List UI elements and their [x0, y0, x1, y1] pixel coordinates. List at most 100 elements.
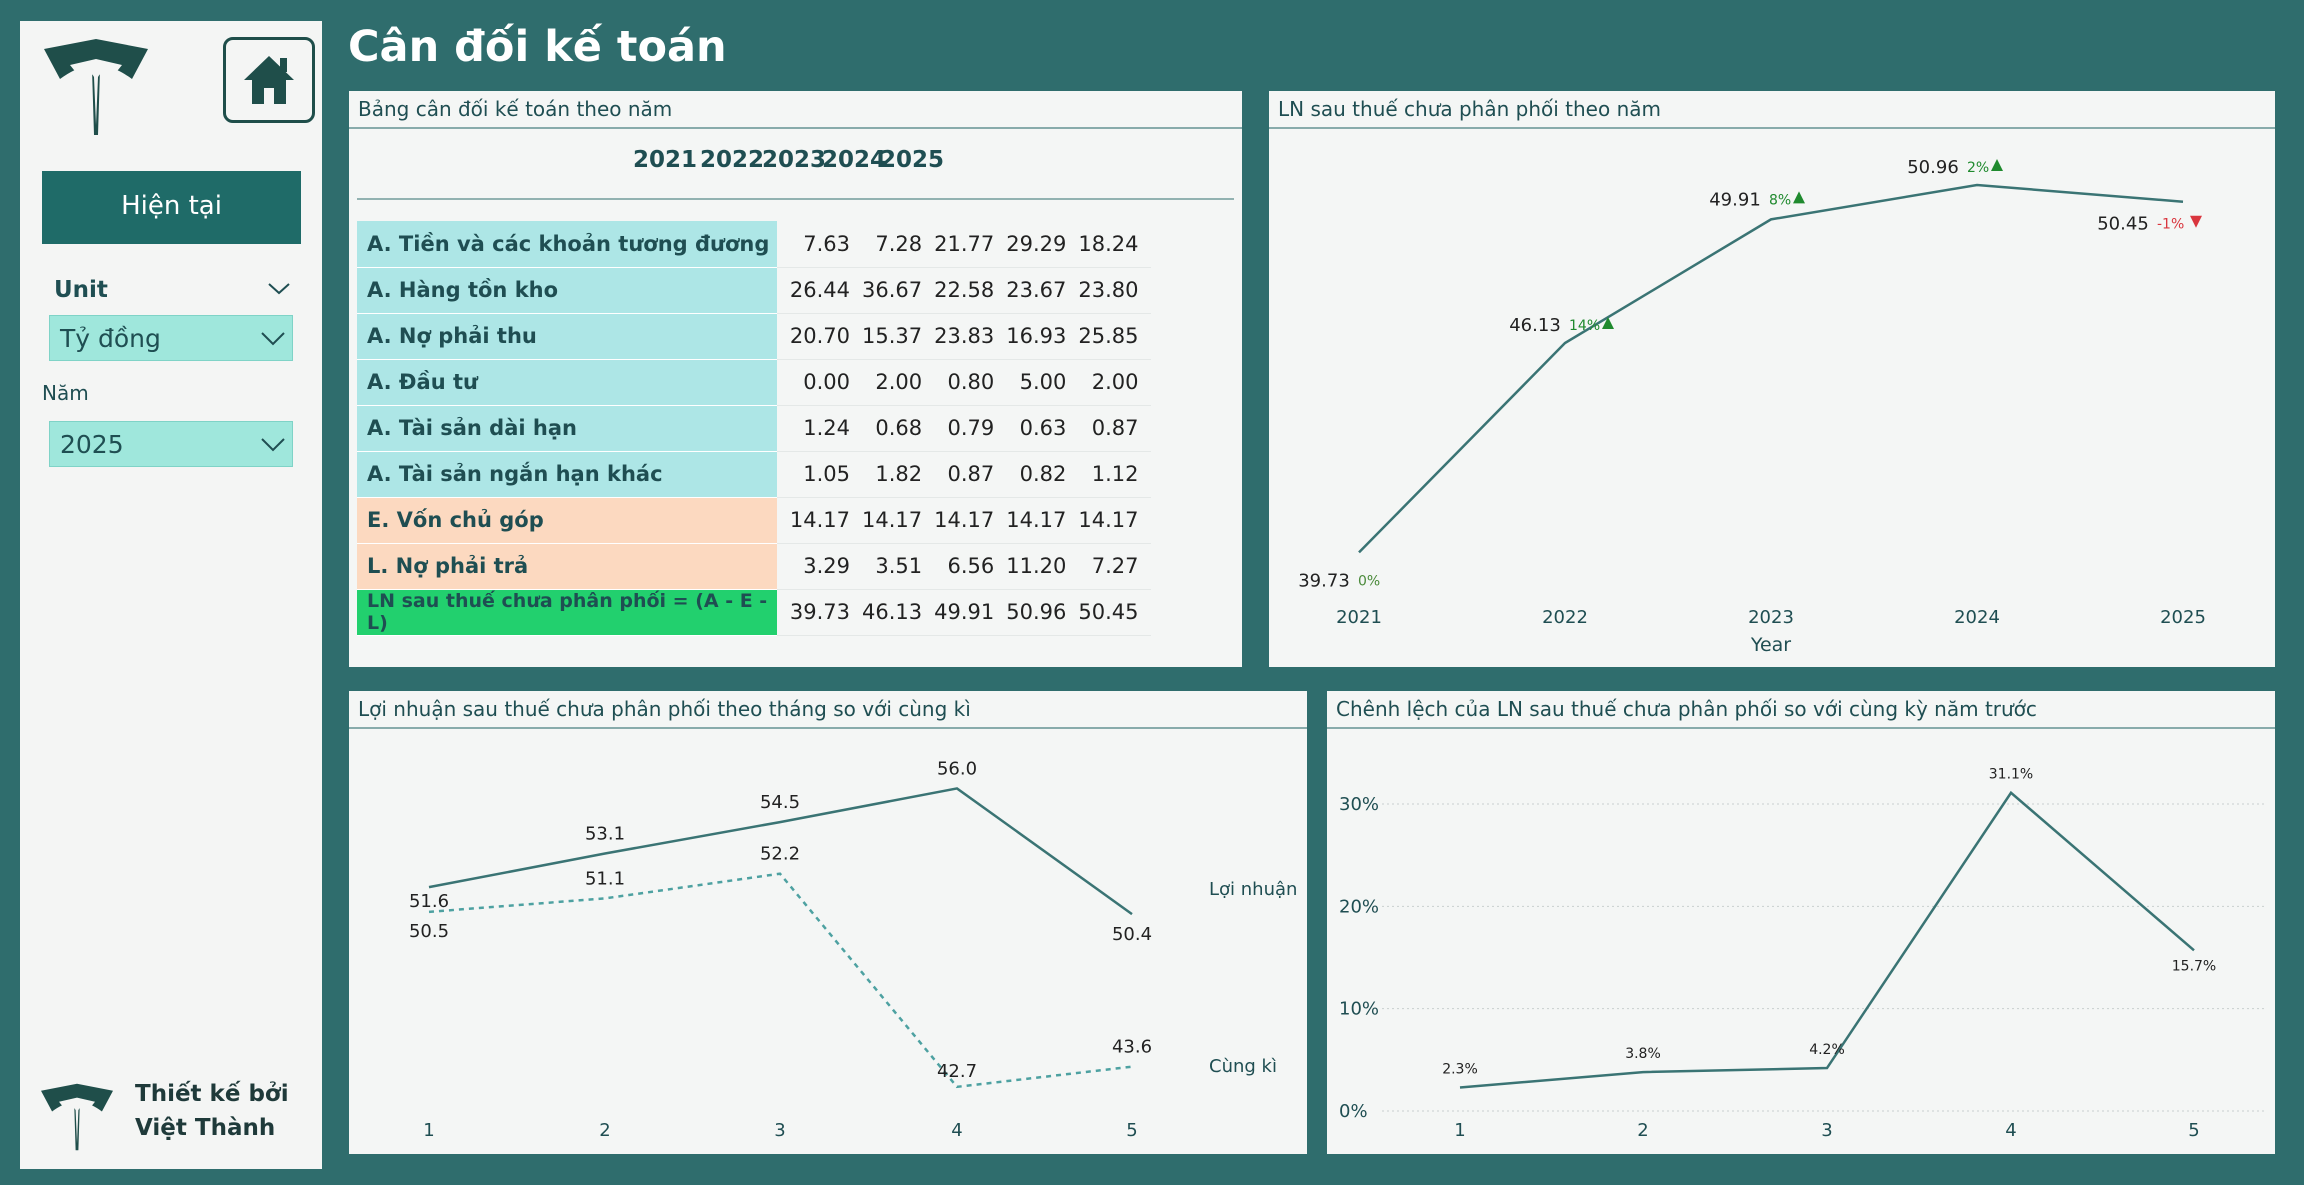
x-tick-label: 2025: [2160, 607, 2206, 628]
table-cell: 46.13: [862, 589, 935, 636]
table-row: A. Đầu tư 0.00 2.00 0.80 5.00 2.00: [357, 359, 1151, 406]
table-cell: 15.37: [862, 313, 935, 360]
table-cell: 5.00: [1006, 359, 1079, 406]
table-row: A. Tài sản ngắn hạn khác 1.05 1.82 0.87 0.82…: [357, 451, 1151, 498]
table-cell: 18.24: [1078, 221, 1151, 268]
yearly-profit-card: LN sau thuế chưa phân phối theo năm 2021…: [1269, 91, 2275, 667]
change-label: 2%: [1967, 160, 1989, 176]
table-cell: 22.58: [934, 267, 1007, 314]
table-row: A. Hàng tồn kho 26.44 36.67 22.58 23.67 23.80: [357, 267, 1151, 314]
table-cell: 16.93: [1006, 313, 1079, 360]
brand-logo-small-icon: [41, 1083, 113, 1151]
table-cell: 23.83: [934, 313, 1007, 360]
y-tick-label: 10%: [1339, 999, 1379, 1020]
table-cell: 3.51: [862, 543, 935, 590]
data-label: 50.96: [1907, 157, 1959, 178]
monthly-compare-card: Lợi nhuận sau thuế chưa phân phối theo t…: [349, 691, 1307, 1154]
down-arrow-icon: [2190, 215, 2202, 228]
table-cell: 1.24: [777, 405, 862, 452]
data-label: 51.1: [585, 868, 625, 889]
table-row-label: E. Vốn chủ góp: [357, 497, 777, 544]
x-tick-label: 5: [2188, 1120, 2199, 1141]
table-cell: 0.87: [934, 451, 1007, 498]
table-column-header: 2021: [632, 147, 697, 173]
table-row-label: LN sau thuế chưa phân phối = (A - E - L): [357, 589, 777, 636]
profit-line: [428, 787, 1133, 916]
unit-dropdown[interactable]: Tỷ đồng: [49, 315, 293, 361]
table-column-header: 2023: [761, 147, 826, 173]
table-cell: 36.67: [862, 267, 935, 314]
data-label: 52.2: [760, 844, 800, 865]
home-button[interactable]: [223, 37, 315, 123]
table-cell: 2.00: [1078, 359, 1151, 406]
x-tick-label: 2024: [1954, 607, 2000, 628]
table-row: LN sau thuế chưa phân phối = (A - E - L)…: [357, 589, 1151, 636]
monthly-compare-chart: 51.6 53.1 54.5 56.0 50.4 Lợi nhuận 50.5 51.1 52.…: [409, 758, 1297, 1141]
page-title: Cân đối kế toán: [348, 22, 727, 72]
table-cell: 25.85: [1078, 313, 1151, 360]
current-button[interactable]: Hiện tại: [42, 171, 301, 244]
table-cell: 14.17: [862, 497, 935, 544]
table-cell: 0.80: [934, 359, 1007, 406]
table-cell: 3.29: [777, 543, 862, 590]
data-label: 50.4: [1112, 924, 1152, 945]
current-button-label: Hiện tại: [121, 191, 222, 221]
table-cell: 7.27: [1078, 543, 1151, 590]
data-label: 2.3%: [1442, 1061, 1478, 1077]
unit-filter-label: Unit: [54, 277, 108, 303]
data-label: 50.45: [2097, 214, 2149, 235]
x-tick-label: 2023: [1748, 607, 1794, 628]
x-tick-label: 1: [423, 1120, 434, 1141]
table-cell: 0.68: [862, 405, 935, 452]
x-tick-label: 3: [774, 1120, 785, 1141]
chevron-down-icon[interactable]: [266, 281, 292, 297]
yoy-diff-chart: 0% 10% 20% 30% 2.3% 3.8% 4.2% 31.1% 15.7% 1 2 3 4 5: [1339, 767, 2267, 1141]
balance-table: A. Tiền và các khoản tương đương 7.63 7.28…: [357, 221, 1151, 636]
yoy-diff-card: Chênh lệch của LN sau thuế chưa phân phố…: [1327, 691, 2275, 1154]
data-label: 51.6: [409, 891, 449, 912]
table-cell: 0.63: [1006, 405, 1079, 452]
chevron-down-icon: [261, 332, 285, 346]
table-header: 2021 2022 2023 2024 2025: [349, 143, 1242, 183]
y-tick-label: 20%: [1339, 896, 1379, 917]
table-row-label: A. Đầu tư: [357, 359, 777, 406]
table-row-label: A. Hàng tồn kho: [357, 267, 777, 314]
table-cell: 7.63: [777, 221, 862, 268]
yearly-profit-chart: 2021 2022 2023 2024 2025 Year 39.73 0% 46.13 14% 4…: [1298, 157, 2206, 656]
table-row: A. Tiền và các khoản tương đương 7.63 7.28…: [357, 221, 1151, 268]
up-arrow-icon: [1991, 159, 2003, 172]
profit-line: [1358, 183, 2184, 554]
table-cell: 1.82: [862, 451, 935, 498]
x-tick-label: 3: [1821, 1120, 1832, 1141]
data-label: 39.73: [1298, 570, 1350, 591]
table-row-label: A. Tiền và các khoản tương đương: [357, 221, 777, 268]
x-tick-label: 5: [1126, 1120, 1137, 1141]
table-cell: 20.70: [777, 313, 862, 360]
year-dropdown[interactable]: 2025: [49, 421, 293, 467]
x-tick-label: 1: [1454, 1120, 1465, 1141]
data-label: 54.5: [760, 792, 800, 813]
table-cell: 14.17: [1078, 497, 1151, 544]
x-tick-label: 4: [2005, 1120, 2016, 1141]
table-row: E. Vốn chủ góp 14.17 14.17 14.17 14.17 14.17: [357, 497, 1151, 544]
table-cell: 39.73: [777, 589, 862, 636]
diff-line: [1459, 790, 2195, 1089]
same-period-line: [428, 872, 1133, 1089]
table-cell: 49.91: [934, 589, 1007, 636]
data-label: 3.8%: [1625, 1046, 1661, 1062]
x-tick-label: 2021: [1336, 607, 1382, 628]
table-row: A. Nợ phải thu 20.70 15.37 23.83 16.93 25.85: [357, 313, 1151, 360]
table-cell: 1.05: [777, 451, 862, 498]
unit-dropdown-value: Tỷ đồng: [60, 324, 161, 353]
legend-label: Cùng kì: [1209, 1056, 1277, 1077]
table-cell: 0.00: [777, 359, 862, 406]
x-tick-label: 2: [1637, 1120, 1648, 1141]
credit-line-2: Việt Thành: [135, 1115, 276, 1141]
table-cell: 7.28: [862, 221, 935, 268]
table-cell: 23.80: [1078, 267, 1151, 314]
table-cell: 50.96: [1006, 589, 1079, 636]
change-label: 8%: [1769, 192, 1791, 208]
table-cell: 0.79: [934, 405, 1007, 452]
data-label: 46.13: [1509, 315, 1561, 336]
